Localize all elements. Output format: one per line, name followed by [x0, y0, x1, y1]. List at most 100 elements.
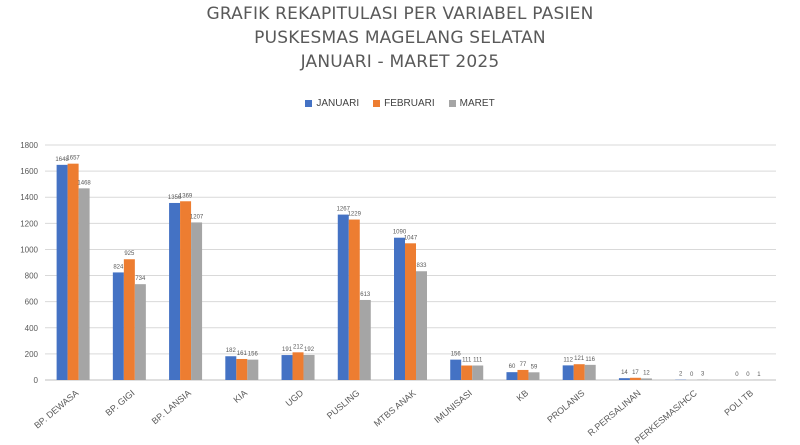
title-line-2: PUSKESMAS MAGELANG SELATAN	[254, 28, 546, 48]
bar-maret	[191, 222, 203, 380]
x-tick-label: PUSLING	[325, 388, 362, 421]
data-label: 116	[585, 357, 595, 363]
bar-februari	[67, 163, 79, 380]
bar-februari	[348, 219, 360, 380]
data-label: 59	[531, 364, 538, 370]
data-label: 182	[226, 348, 237, 354]
x-tick-label: PROLANIS	[545, 388, 586, 425]
x-tick-label: R.PERSALINAN	[586, 388, 643, 438]
data-label: 1090	[393, 230, 407, 236]
data-label: 77	[520, 362, 527, 368]
data-label: 1267	[337, 207, 351, 213]
bar-maret	[416, 271, 427, 380]
bar-januari	[450, 359, 462, 380]
bar-januari	[394, 237, 405, 380]
bar-januari	[506, 372, 518, 380]
legend-swatch-maret	[448, 100, 456, 107]
data-label: 17	[632, 370, 639, 376]
x-tick-label: KIA	[232, 388, 250, 405]
bar-februari	[461, 365, 473, 380]
data-label: 1207	[190, 214, 204, 220]
bar-januari	[112, 272, 124, 380]
y-tick-label: 1400	[20, 193, 38, 202]
data-label: 1369	[179, 193, 193, 199]
data-label: 12	[643, 370, 650, 376]
data-label: 191	[282, 347, 293, 353]
x-tick-label: PERKESMAS/HCC	[633, 388, 700, 445]
data-label: 833	[416, 263, 427, 269]
bar-februari	[123, 259, 135, 380]
data-label: 14	[621, 370, 628, 376]
legend: JANUARI FEBRUARI MARET	[0, 98, 800, 109]
bar-januari	[225, 356, 237, 380]
bar-februari	[405, 243, 416, 380]
y-tick-label: 200	[25, 350, 39, 359]
bar-maret	[303, 354, 315, 380]
legend-item-maret: MARET	[448, 98, 495, 109]
x-tick-label: BP. GIGI	[104, 388, 137, 418]
x-tick-label: BP. DEWASA	[32, 388, 80, 431]
x-tick-label: POLI TB	[722, 388, 755, 418]
title-line-3: JANUARI - MARET 2025	[300, 52, 500, 72]
bar-januari	[337, 214, 349, 380]
legend-swatch-februari	[373, 100, 381, 107]
x-tick-label: KB	[515, 388, 531, 403]
bar-februari	[517, 369, 529, 380]
bar-januari	[618, 378, 630, 380]
bar-januari	[169, 202, 181, 380]
bar-maret	[78, 188, 90, 380]
data-label: 111	[473, 358, 483, 364]
y-tick-label: 1800	[20, 141, 38, 150]
data-label: 0	[746, 372, 750, 378]
data-label: 156	[248, 352, 259, 358]
y-tick-label: 0	[34, 376, 39, 385]
data-label: 1657	[66, 156, 80, 162]
y-tick-label: 1200	[20, 219, 38, 228]
y-tick-label: 800	[25, 272, 39, 281]
data-label: 1047	[404, 235, 418, 241]
bar-januari	[562, 365, 574, 380]
bar-februari	[236, 358, 248, 380]
legend-label-januari: JANUARI	[316, 98, 360, 109]
bar-februari	[180, 201, 192, 380]
bar-januari	[281, 355, 293, 380]
bar-februari	[573, 364, 585, 380]
y-tick-label: 1000	[20, 245, 38, 254]
data-label: 3	[701, 372, 705, 378]
data-label: 1356	[168, 195, 182, 201]
data-label: 60	[509, 364, 516, 370]
chart-title: GRAFIK REKAPITULASI PER VARIABEL PASIEN …	[0, 2, 800, 74]
bar-maret	[134, 284, 146, 380]
data-label: 925	[124, 251, 135, 257]
bar-maret	[359, 299, 371, 380]
data-label: 1648	[55, 157, 69, 163]
data-label: 111	[462, 358, 472, 364]
data-label: 824	[113, 264, 124, 270]
bar-maret	[584, 364, 596, 380]
data-label: 121	[574, 356, 585, 362]
legend-item-januari: JANUARI	[305, 98, 359, 109]
data-label: 1229	[348, 212, 362, 218]
bar-maret	[528, 372, 540, 380]
data-label: 212	[293, 344, 304, 350]
data-label: 1468	[77, 180, 91, 186]
x-tick-label: BP. LANSIA	[150, 388, 193, 426]
data-label: 161	[237, 351, 248, 357]
bar-februari	[629, 377, 641, 380]
legend-swatch-januari	[305, 100, 313, 107]
data-label: 0	[690, 372, 694, 378]
data-label: 613	[360, 292, 371, 298]
bar-januari	[56, 164, 68, 380]
title-line-1: GRAFIK REKAPITULASI PER VARIABEL PASIEN	[206, 4, 594, 24]
x-tick-label: UGD	[284, 388, 306, 409]
legend-label-maret: MARET	[459, 98, 495, 109]
bar-maret	[247, 359, 259, 380]
legend-item-februari: FEBRUARI	[373, 98, 435, 109]
x-tick-label: MTBS ANAK	[372, 388, 418, 429]
data-label: 734	[135, 276, 146, 282]
data-label: 1	[757, 372, 761, 378]
y-tick-label: 1600	[20, 167, 38, 176]
data-label: 0	[735, 372, 739, 378]
data-label: 192	[304, 347, 315, 353]
